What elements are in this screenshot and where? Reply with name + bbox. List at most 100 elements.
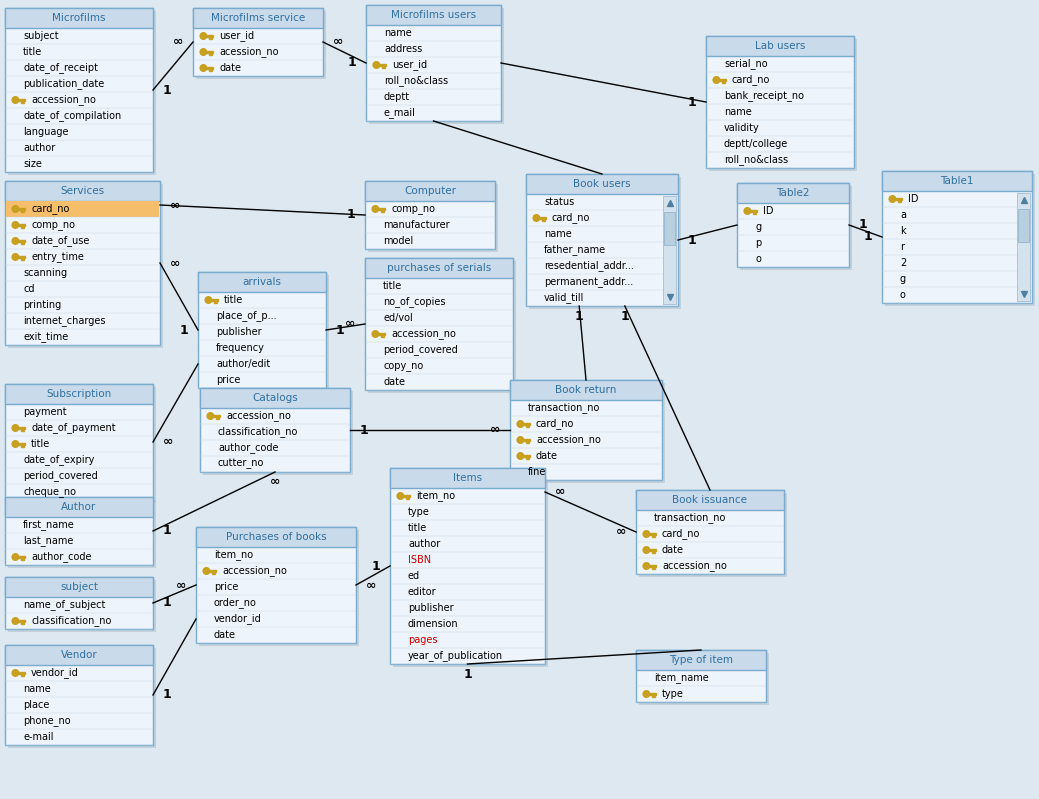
Bar	[5, 645, 153, 665]
Circle shape	[12, 670, 19, 676]
Bar	[649, 533, 656, 535]
Bar	[528, 426, 530, 427]
Text: exit_time: exit_time	[23, 332, 69, 343]
Circle shape	[12, 425, 19, 431]
Text: accession_no: accession_no	[662, 561, 727, 571]
Text: item_name: item_name	[654, 673, 709, 683]
Text: place: place	[23, 700, 50, 710]
Bar	[664, 213, 675, 244]
Text: language: language	[23, 127, 69, 137]
Text: purchases of serials: purchases of serials	[387, 263, 491, 273]
Text: type: type	[662, 689, 684, 699]
Text: ∞: ∞	[366, 578, 376, 591]
Text: no_of_copies: no_of_copies	[383, 296, 446, 308]
Bar	[19, 240, 25, 242]
Bar	[365, 258, 513, 390]
Bar	[383, 336, 384, 337]
Bar	[22, 101, 23, 103]
Bar	[705, 36, 854, 168]
Text: ∞: ∞	[489, 423, 500, 436]
Bar	[19, 208, 25, 210]
Text: father_name: father_name	[544, 244, 606, 256]
Circle shape	[517, 437, 524, 443]
Text: status: status	[544, 197, 575, 207]
Text: ed: ed	[408, 571, 420, 581]
Circle shape	[643, 531, 649, 537]
Text: 1: 1	[620, 309, 630, 323]
Text: ∞: ∞	[270, 475, 281, 488]
Text: classification_no: classification_no	[218, 427, 298, 438]
Bar	[5, 384, 153, 404]
Circle shape	[643, 690, 649, 698]
Circle shape	[12, 441, 19, 447]
Circle shape	[643, 562, 649, 570]
Bar	[213, 415, 220, 417]
Text: date_of_compilation: date_of_compilation	[23, 110, 122, 121]
Text: valid_till: valid_till	[544, 292, 584, 304]
Bar	[23, 559, 24, 560]
Bar	[527, 457, 528, 459]
Bar	[23, 259, 24, 260]
Text: order_no: order_no	[214, 598, 257, 609]
Circle shape	[713, 77, 720, 83]
Bar	[655, 567, 656, 570]
Bar	[214, 573, 215, 574]
Bar	[19, 256, 25, 258]
Text: Author: Author	[61, 502, 97, 512]
Bar	[740, 186, 852, 270]
Text: resedential_addr...: resedential_addr...	[544, 260, 634, 272]
Bar	[406, 497, 408, 499]
Text: author/edit: author/edit	[216, 359, 270, 369]
Text: title: title	[31, 439, 50, 449]
Bar	[705, 36, 854, 56]
Text: roll_no&class: roll_no&class	[384, 76, 448, 86]
Text: k: k	[900, 226, 906, 236]
Bar	[23, 674, 24, 676]
Circle shape	[744, 208, 751, 214]
Circle shape	[12, 205, 19, 213]
Text: Items: Items	[453, 473, 482, 483]
Text: arrivals: arrivals	[242, 277, 282, 287]
Text: model: model	[383, 236, 414, 246]
Bar	[882, 171, 1032, 303]
Text: acession_no: acession_no	[219, 46, 278, 58]
Bar	[198, 272, 326, 388]
Bar	[22, 674, 23, 676]
Bar	[22, 445, 23, 447]
Text: 1: 1	[163, 689, 171, 702]
Bar	[5, 577, 153, 597]
Text: Catalogs: Catalogs	[252, 393, 298, 403]
Text: item_no: item_no	[416, 491, 455, 502]
Bar	[199, 388, 350, 472]
Bar	[193, 8, 323, 28]
Bar	[524, 439, 530, 441]
Text: comp_no: comp_no	[391, 204, 435, 214]
Circle shape	[517, 453, 524, 459]
Bar	[22, 429, 23, 431]
Text: name: name	[384, 28, 411, 38]
Text: date_of_payment: date_of_payment	[31, 423, 115, 433]
Bar	[722, 81, 724, 83]
Text: cutter_no: cutter_no	[218, 459, 264, 469]
Bar	[663, 196, 676, 304]
Bar	[201, 275, 329, 391]
Text: 1: 1	[180, 324, 188, 336]
Text: 1: 1	[163, 524, 171, 538]
Text: editor: editor	[408, 587, 436, 597]
Text: card_no: card_no	[536, 419, 575, 429]
Circle shape	[205, 296, 212, 304]
Bar	[5, 497, 153, 565]
Bar	[210, 54, 211, 55]
Bar	[652, 567, 654, 570]
Text: date: date	[214, 630, 236, 640]
Circle shape	[397, 493, 404, 499]
Text: title: title	[224, 295, 243, 305]
Text: first_name: first_name	[23, 519, 75, 531]
Bar	[6, 201, 159, 217]
Text: 1: 1	[347, 57, 356, 70]
Text: e_mail: e_mail	[384, 108, 416, 118]
Text: transaction_no: transaction_no	[654, 512, 726, 523]
Bar	[390, 468, 545, 664]
Bar	[368, 184, 498, 252]
Bar	[882, 171, 1032, 191]
